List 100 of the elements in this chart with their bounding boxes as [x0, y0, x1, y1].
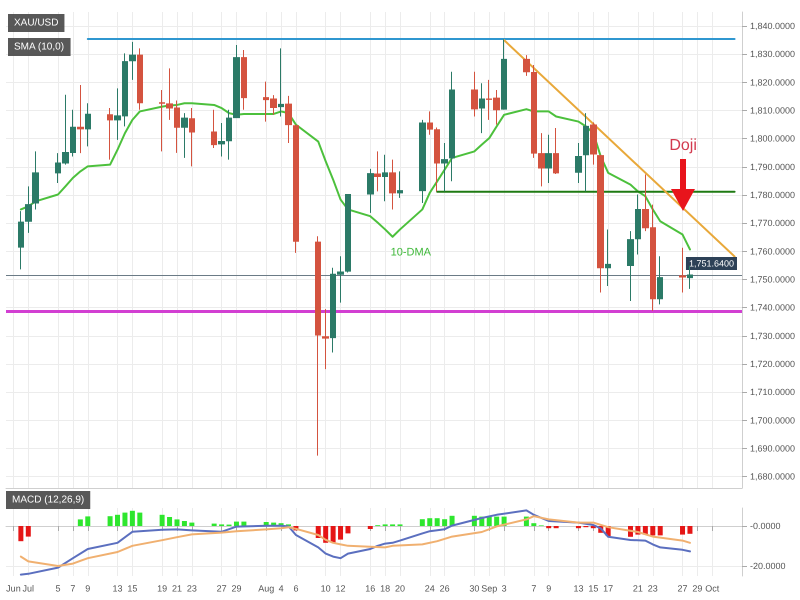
bar: [330, 526, 336, 542]
y-tick-label: 1,820.0000: [750, 77, 796, 88]
candlestick: [345, 194, 351, 274]
x-tick-label: 7: [531, 584, 536, 594]
candlestick: [501, 38, 507, 110]
candlestick: [293, 124, 299, 254]
y-tick-label: 1,750.0000: [750, 274, 796, 285]
candlestick: [627, 230, 634, 302]
x-tick-label: Jul: [22, 584, 34, 594]
candlestick: [129, 41, 136, 80]
y-tick-label: 1,710.0000: [750, 387, 796, 398]
x-tick-label: Oct: [705, 584, 720, 594]
x-tick-label: 16: [365, 584, 376, 594]
x-tick-label: 6: [293, 584, 298, 594]
candlestick: [137, 48, 143, 110]
y-tick-label: 1,800.0000: [750, 134, 796, 144]
y-tick-label: 1,810.0000: [750, 106, 796, 116]
x-tick-label: 26: [440, 584, 450, 594]
bar: [687, 526, 692, 534]
bar: [167, 517, 172, 526]
candlestick: [189, 108, 195, 167]
x-tick-label: 18: [380, 584, 390, 594]
y-tick-label: 1,690.0000: [750, 444, 796, 454]
y-tick-label: 1,760.0000: [750, 246, 796, 256]
bar: [442, 519, 448, 526]
candlestick: [397, 170, 403, 198]
bar: [420, 519, 425, 526]
annotation: 10-DMA: [390, 246, 432, 258]
chart-title: MACD (12,26,9): [12, 494, 84, 506]
y-tick-label: 1,740.0000: [750, 302, 796, 313]
candlestick: [575, 142, 582, 184]
line-series: [20, 509, 691, 576]
candlestick: [657, 256, 663, 305]
candlestick: [85, 102, 91, 147]
x-tick-label: 27: [216, 584, 227, 594]
bar: [130, 510, 135, 526]
y-tick-label: 1,700.0000: [750, 415, 796, 426]
bar: [680, 526, 686, 535]
y-tick-label: -20.0000: [750, 561, 786, 571]
line-series: [20, 515, 691, 567]
bar: [531, 523, 536, 526]
bar: [26, 526, 31, 537]
y-tick-label: 1,680.0000: [750, 472, 796, 482]
candlestick: [583, 112, 589, 192]
candlestick: [605, 228, 611, 287]
candlestick: [590, 122, 597, 166]
text: XAU/USD: [14, 18, 58, 28]
bar: [85, 516, 90, 526]
bar: [108, 516, 113, 526]
candlestick: [315, 236, 321, 456]
x-tick-label: 15: [588, 584, 598, 594]
y-tick-label: 1,840.0000: [750, 21, 796, 32]
x-tick-label: 5: [56, 584, 61, 594]
candlestick: [545, 134, 552, 184]
x-tick-label: Jun: [6, 584, 21, 594]
bar: [427, 518, 432, 526]
x-tick-label: 19: [157, 584, 168, 594]
bar: [338, 526, 344, 540]
x-tick-label: 3: [502, 584, 507, 594]
bar: [345, 526, 350, 534]
x-tick-label: 15: [127, 584, 138, 594]
candlestick: [285, 95, 292, 144]
annotation: Doji: [669, 136, 697, 154]
ref-line-label: 1,751.6400: [688, 258, 734, 268]
candlestick: [449, 71, 455, 182]
x-tick-label: 24: [424, 584, 435, 594]
x-tick-label: 13: [112, 584, 123, 594]
candlestick: [389, 159, 396, 210]
candlestick: [374, 150, 381, 192]
bar: [650, 526, 656, 536]
candlestick: [679, 247, 686, 294]
x-tick-label: 13: [573, 584, 584, 594]
bar: [115, 514, 120, 526]
candlestick: [635, 194, 641, 256]
bar: [182, 521, 187, 526]
text: SMA (10,0): [14, 42, 64, 52]
bar: [78, 519, 83, 526]
candlestick: [107, 108, 113, 160]
bar: [122, 512, 128, 526]
x-tick-label: 29: [692, 584, 702, 594]
x-tick-label: Aug: [258, 584, 274, 594]
y-tick-label: 1,790.0000: [750, 162, 796, 172]
y-tick-label: -0.0000: [750, 521, 781, 531]
x-tick-label: 27: [678, 584, 688, 594]
bar: [18, 526, 24, 542]
candlestick: [553, 128, 559, 174]
x-tick-label: 10: [320, 584, 331, 594]
candlestick: [322, 308, 329, 370]
candlestick: [241, 50, 247, 110]
x-tick-label: 30: [469, 584, 480, 594]
bar: [137, 512, 142, 526]
x-tick-label: 21: [632, 584, 643, 594]
x-tick-label: 4: [278, 584, 284, 594]
y-tick-label: 1,830.0000: [750, 49, 796, 60]
candlestick: [278, 48, 284, 117]
x-tick-label: 23: [648, 584, 658, 594]
x-tick-label: 20: [395, 584, 406, 594]
candlestick: [441, 142, 448, 192]
x-tick-label: 23: [186, 584, 197, 594]
candlestick: [77, 84, 84, 154]
